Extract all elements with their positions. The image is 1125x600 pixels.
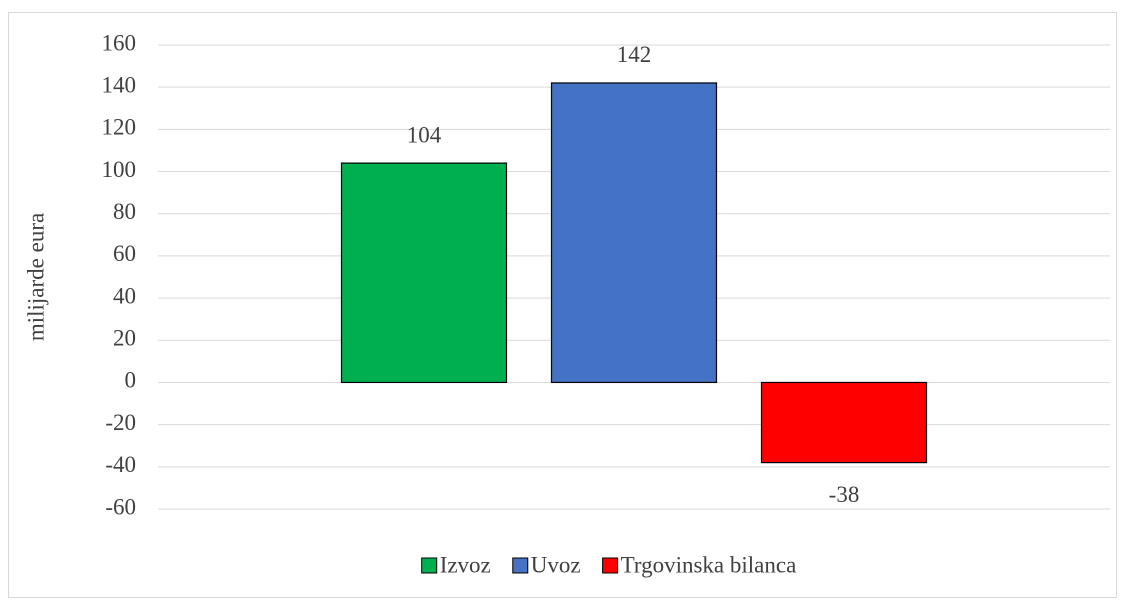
- legend-swatch: [602, 557, 619, 574]
- y-tick-label: 160: [102, 30, 137, 55]
- y-tick-label: 100: [102, 157, 137, 182]
- y-tick-label: 140: [102, 72, 137, 97]
- data-label: -38: [829, 482, 860, 507]
- data-label: 142: [617, 42, 652, 67]
- legend-swatch: [512, 557, 529, 574]
- bar: [550, 82, 718, 384]
- y-tick-label: 60: [113, 241, 136, 266]
- legend-label: Izvoz: [440, 552, 491, 577]
- data-label: 104: [407, 122, 442, 147]
- y-tick-label: 0: [125, 368, 137, 393]
- bar: [760, 381, 928, 464]
- y-tick-label: -60: [105, 494, 136, 519]
- legend-label: Trgovinska bilanca: [621, 552, 797, 577]
- y-axis-label: milijarde eura: [23, 213, 48, 341]
- y-tick-label: 20: [113, 326, 136, 351]
- y-tick-label: 80: [113, 199, 136, 224]
- y-tick-label: 40: [113, 283, 136, 308]
- y-tick-label: 120: [102, 115, 137, 140]
- legend-swatch: [421, 557, 438, 574]
- legend-label: Uvoz: [531, 552, 581, 577]
- y-tick-label: -40: [105, 452, 136, 477]
- bar: [340, 162, 508, 384]
- y-tick-label: -20: [105, 410, 136, 435]
